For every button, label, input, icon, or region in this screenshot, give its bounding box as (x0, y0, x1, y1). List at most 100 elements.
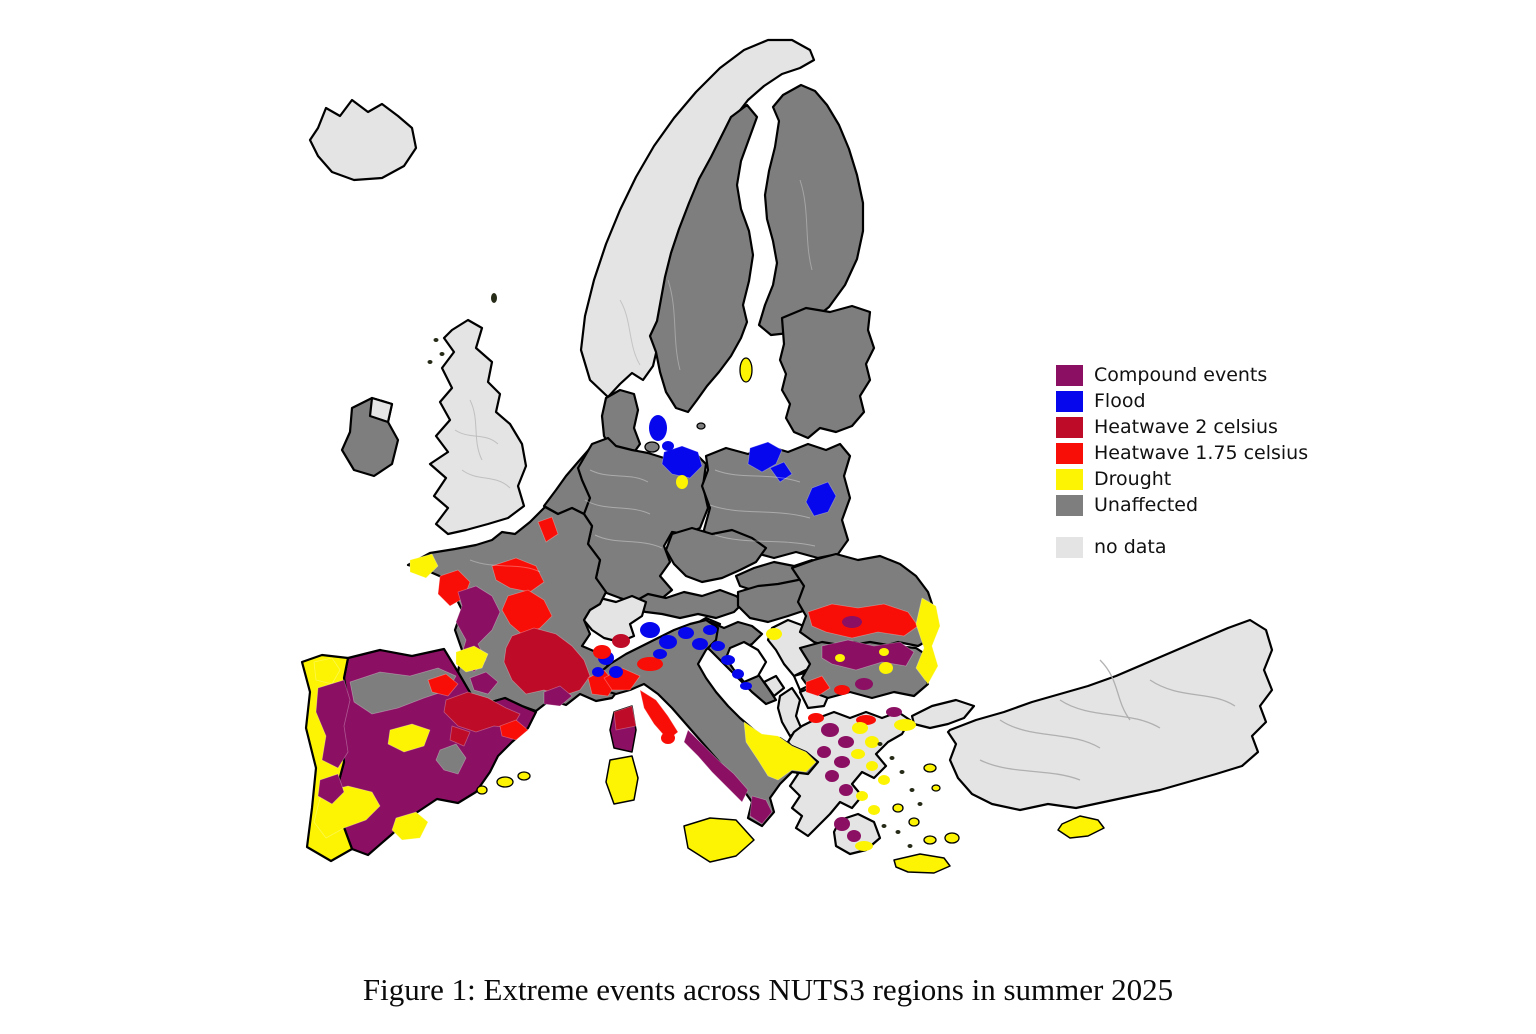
legend-item-drought: Drought (1056, 468, 1308, 490)
spot-aegean-speck4 (909, 788, 915, 792)
patch-portugal-purple-alentejo (317, 773, 345, 805)
spot-alps-blue3 (678, 627, 694, 639)
legend-label-unaffected: Unaffected (1094, 493, 1199, 516)
spot-croatia-blue1 (711, 641, 725, 651)
patch-spain-gray-valencia (435, 743, 467, 775)
spot-greece-yellow6 (856, 791, 868, 801)
spot-greece-yellow5 (878, 775, 890, 785)
spot-greece-purple2 (838, 736, 854, 748)
spot-balearic-mallorca (496, 776, 514, 788)
region-poland (700, 442, 852, 560)
spot-bornholm (696, 422, 706, 430)
patch-corsica-darkred-north (613, 705, 637, 731)
region-united-kingdom (428, 318, 528, 536)
spot-greece-purple4 (834, 756, 850, 768)
spot-denmark-blue-zealand (649, 415, 667, 441)
nuts-boundary-line-16 (979, 759, 1081, 781)
spot-alps-blue5 (653, 649, 667, 659)
region-italy (592, 618, 820, 828)
spot-greece-yellow1 (852, 722, 868, 734)
patch-italy-purple-south (683, 729, 749, 803)
patch-belgium-red-wallonia (537, 516, 559, 543)
spot-greece-purple-peloponnese2 (847, 830, 861, 842)
legend-swatch-unaffected (1056, 494, 1083, 516)
spot-aegean-speck5 (917, 802, 923, 806)
spot-piedmont-darkred (612, 634, 630, 648)
spot-aegean-speck6 (895, 830, 901, 834)
nuts-boundary-line-13 (999, 719, 1101, 749)
patch-spain-yellow-murcia (391, 811, 429, 841)
spot-greece-red-north1 (808, 713, 824, 723)
spot-chios-yellow (931, 784, 941, 792)
legend-label-heatwave175: Heatwave 1.75 celsius (1094, 441, 1309, 464)
nuts-boundary-line-12 (461, 469, 511, 489)
patch-romania-yellow-coast (915, 597, 941, 685)
patch-germany-blue-baltic-coast (661, 445, 703, 479)
spot-denmark-gray-isle1 (644, 441, 660, 453)
nuts-boundary-line-14 (1059, 699, 1161, 729)
nuts-boundary-line-3 (714, 469, 801, 483)
spot-savoie-blue3 (592, 667, 604, 677)
patch-poland-blue-east (805, 481, 837, 517)
spot-balearic-ibiza (476, 785, 488, 795)
legend-swatch-drought (1056, 468, 1083, 490)
legend-item-heatwave2: Heatwave 2 celsius (1056, 416, 1308, 438)
spot-bulgaria-yellow2 (835, 654, 845, 662)
spot-greece-purple5 (825, 770, 839, 782)
spot-hebrides-speck3 (427, 360, 433, 364)
legend-swatch-heatwave2 (1056, 416, 1083, 438)
spot-rome-red (661, 732, 675, 744)
patch-poland-blue-masuria2 (769, 461, 793, 483)
patch-spain-yellow-galicia (313, 657, 341, 685)
legend: Compound events Flood Heatwave 2 celsius He… (1056, 364, 1308, 562)
legend-item-heatwave175: Heatwave 1.75 celsius (1056, 442, 1308, 464)
spot-aegean-speck2 (889, 756, 895, 760)
region-sardinia (605, 755, 639, 805)
region-switzerland (580, 594, 648, 644)
region-turkey-thrace (910, 698, 976, 730)
spot-hebrides-speck2 (439, 352, 445, 356)
spot-alps-blue2 (659, 635, 677, 649)
region-sicily (683, 817, 755, 863)
patch-italy-purple-calabria (749, 795, 773, 825)
figure-caption: Figure 1: Extreme events across NUTS3 re… (362, 972, 1174, 1007)
region-sweden (648, 103, 759, 414)
nuts-boundary-line-1 (584, 499, 651, 515)
legend-swatch-compound (1056, 364, 1083, 386)
patch-spain-yellow-burgos (387, 723, 431, 753)
spot-aegean-yellow-isle1 (892, 803, 904, 813)
spot-lesbos-yellow (923, 763, 937, 773)
region-finland (757, 83, 865, 337)
legend-swatch-flood (1056, 390, 1083, 412)
spot-savoie-blue2 (609, 666, 623, 678)
spot-shetland-speck (491, 293, 497, 303)
legend-item-unaffected: Unaffected (1056, 494, 1308, 516)
spot-bulgaria-red-south (834, 685, 850, 695)
spot-emilia-red (637, 657, 663, 671)
nuts-boundary-line-15 (1149, 679, 1236, 707)
spot-croatia-blue3 (732, 669, 744, 679)
spot-gotland-yellow (739, 357, 753, 383)
spot-greece-purple6 (839, 784, 853, 796)
patch-portugal-purple-northeast (315, 679, 351, 769)
spot-croatia-yellow-osijek (766, 628, 782, 640)
spot-croatia-blue4 (740, 682, 752, 690)
spot-greece-purple-thrace (886, 707, 902, 717)
nuts-boundary-line-6 (469, 559, 541, 573)
nuts-boundary-line-10 (469, 399, 483, 461)
spot-greece-yellow3 (851, 749, 865, 759)
spot-bulgaria-yellow3 (879, 648, 889, 656)
region-crete (893, 853, 951, 874)
spot-aegean-speck8 (881, 824, 887, 828)
patch-france-yellow-brittany (409, 553, 439, 579)
spot-greece-yellow-attica (868, 805, 880, 815)
region-cyprus (1057, 815, 1105, 839)
nuts-boundary-line-4 (709, 504, 811, 519)
legend-swatch-nodata (1056, 536, 1083, 558)
spot-balearic-menorca (517, 771, 531, 781)
region-northern-ireland (368, 396, 394, 424)
legend-item-nodata: no data (1056, 536, 1308, 558)
spot-rhodes-yellow (944, 832, 960, 844)
legend-item-flood: Flood (1056, 390, 1308, 412)
